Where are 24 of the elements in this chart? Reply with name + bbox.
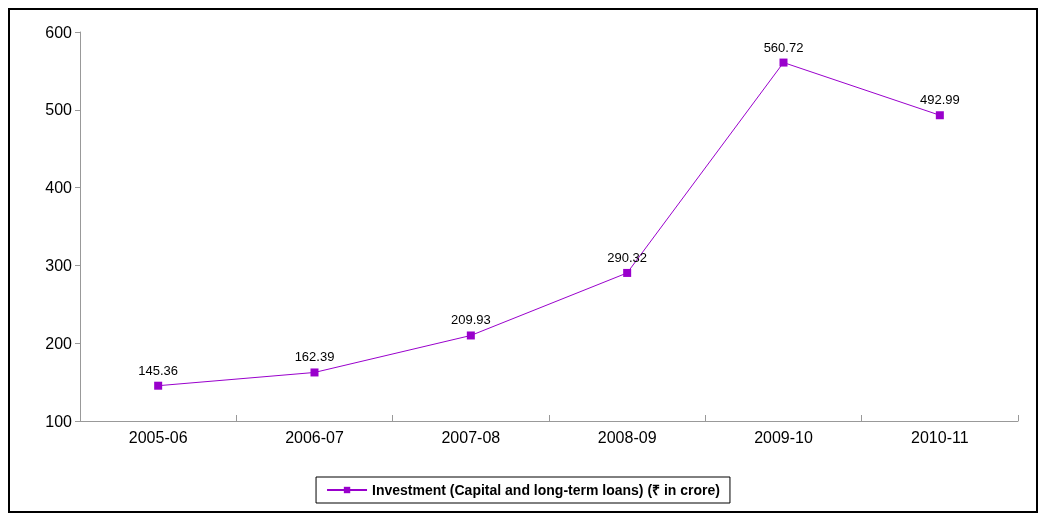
y-tick-label: 600 xyxy=(45,23,73,41)
point xyxy=(623,268,632,277)
legend-label: Investment (Capital and long-term loans) (₹ in crore) xyxy=(372,482,720,498)
data-label: 162.39 xyxy=(294,349,335,365)
y-tick-label: 300 xyxy=(45,256,73,274)
y-tick-label: 100 xyxy=(45,412,73,430)
y-tick-label: 400 xyxy=(45,179,73,197)
point xyxy=(154,381,163,390)
x-tick-label: 2010-11 xyxy=(911,428,969,446)
point xyxy=(935,111,944,120)
data-label: 492.99 xyxy=(919,92,960,108)
point xyxy=(779,58,788,67)
x-tick-label: 2007-08 xyxy=(441,428,501,446)
y-tick-label: 500 xyxy=(45,101,73,119)
x-tick-label: 2005-06 xyxy=(128,428,188,446)
data-label: 145.36 xyxy=(138,362,179,378)
point xyxy=(310,368,319,377)
y-tick-label: 200 xyxy=(45,334,73,352)
x-tick-label: 2009-10 xyxy=(754,428,813,446)
x-tick-label: 2008-09 xyxy=(597,428,657,446)
x-tick-label: 2006-07 xyxy=(285,428,344,446)
point xyxy=(466,331,475,340)
data-label: 560.72 xyxy=(763,39,804,55)
data-label: 209.93 xyxy=(450,312,491,328)
